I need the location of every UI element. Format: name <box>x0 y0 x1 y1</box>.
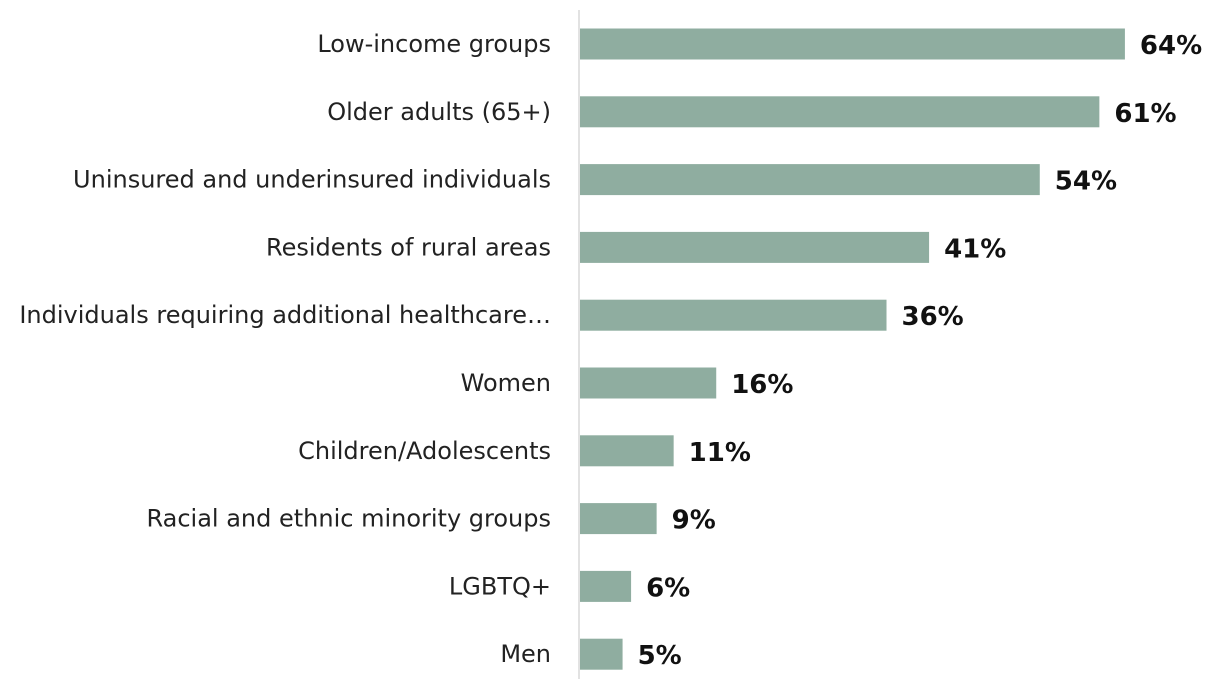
bar-5 <box>580 367 717 399</box>
bar-8 <box>580 570 632 602</box>
bar-7 <box>580 503 657 535</box>
value-label-8: 6% <box>646 573 690 603</box>
category-labels-layer: Low-income groups Older adults (65+) Unins… <box>19 30 551 668</box>
value-label-7: 9% <box>672 506 716 536</box>
bar-4 <box>580 299 887 331</box>
category-label-7: Racial and ethnic minority groups <box>146 505 551 533</box>
value-label-0: 64% <box>1140 31 1202 61</box>
category-label-5: Women <box>461 369 551 397</box>
category-label-0: Low-income groups <box>317 30 551 58</box>
category-label-6: Children/Adolescents <box>298 437 551 465</box>
category-label-9: Men <box>500 640 551 668</box>
value-label-3: 41% <box>944 234 1006 264</box>
bars-layer <box>580 28 1125 670</box>
bar-1 <box>580 96 1100 128</box>
category-label-8: LGBTQ+ <box>449 572 551 600</box>
value-label-6: 11% <box>689 438 751 468</box>
bar-2 <box>580 164 1040 196</box>
value-label-9: 5% <box>638 641 682 671</box>
category-label-4: Individuals requiring additional healthc… <box>19 301 551 329</box>
category-label-3: Residents of rural areas <box>266 233 551 261</box>
bar-0 <box>580 28 1125 60</box>
bar-3 <box>580 231 930 263</box>
value-label-4: 36% <box>902 302 964 332</box>
value-labels-layer: 64% 61% 54% 41% 36% 16% 11% 9% 6% 5% <box>638 31 1203 671</box>
category-label-1: Older adults (65+) <box>327 98 551 126</box>
bar-9 <box>580 638 623 670</box>
category-label-2: Uninsured and underinsured individuals <box>73 166 551 194</box>
value-label-1: 61% <box>1114 99 1176 129</box>
value-label-5: 16% <box>731 370 793 400</box>
value-label-2: 54% <box>1055 167 1117 197</box>
bar-6 <box>580 435 674 467</box>
